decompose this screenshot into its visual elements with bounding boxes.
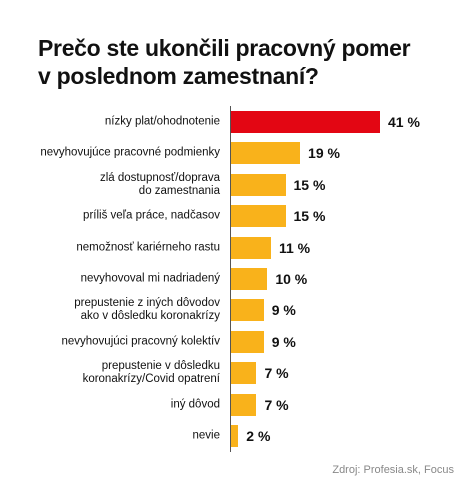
category-label: nevyhovujúci pracovný kolektív	[61, 335, 220, 348]
axis-line	[230, 106, 231, 452]
chart-title: Prečo ste ukončili pracovný pomer v posl…	[38, 35, 411, 89]
bar	[231, 142, 301, 165]
category-label: príliš veľa práce, nadčasov	[83, 209, 220, 222]
value-label: 11 %	[278, 239, 311, 256]
category-label: prepustenie z iných dôvodov ako v dôsled…	[74, 297, 220, 323]
bar	[231, 205, 286, 228]
bar	[231, 111, 380, 133]
bar	[231, 173, 286, 196]
category-label: nízky plat/ohodnotenie	[104, 115, 220, 128]
bar	[231, 425, 239, 447]
value-label: 7 %	[264, 396, 289, 413]
category-label: nemožnosť kariérneho rastu	[76, 241, 220, 254]
value-label: 7 %	[264, 365, 289, 382]
value-label: 15 %	[293, 208, 326, 225]
bar	[231, 236, 271, 259]
value-label: 9 %	[271, 333, 296, 350]
value-label: 15 %	[293, 176, 326, 193]
bar	[231, 362, 257, 385]
value-label: 10 %	[275, 271, 308, 287]
value-label: 41 %	[388, 114, 420, 130]
category-label: zlá dostupnosť/doprava do zamestnania	[99, 171, 220, 197]
category-label: nevie	[192, 429, 221, 442]
bar	[231, 299, 264, 322]
category-label: nevyhovoval mi nadriadený	[80, 272, 220, 285]
value-label: 2 %	[246, 428, 271, 444]
value-label: 9 %	[271, 302, 296, 319]
category-label: iný dôvod	[170, 398, 220, 411]
source: Zdroj: Profesia.sk, Focus	[332, 464, 454, 476]
value-label: 19 %	[308, 145, 340, 162]
bar	[231, 268, 268, 290]
bar	[231, 393, 257, 416]
category-label: nevyhovujúce pracovné podmienky	[40, 146, 220, 159]
category-label: prepustenie v dôsledku koronakrízy/Covid…	[82, 360, 220, 386]
bar	[231, 330, 264, 353]
